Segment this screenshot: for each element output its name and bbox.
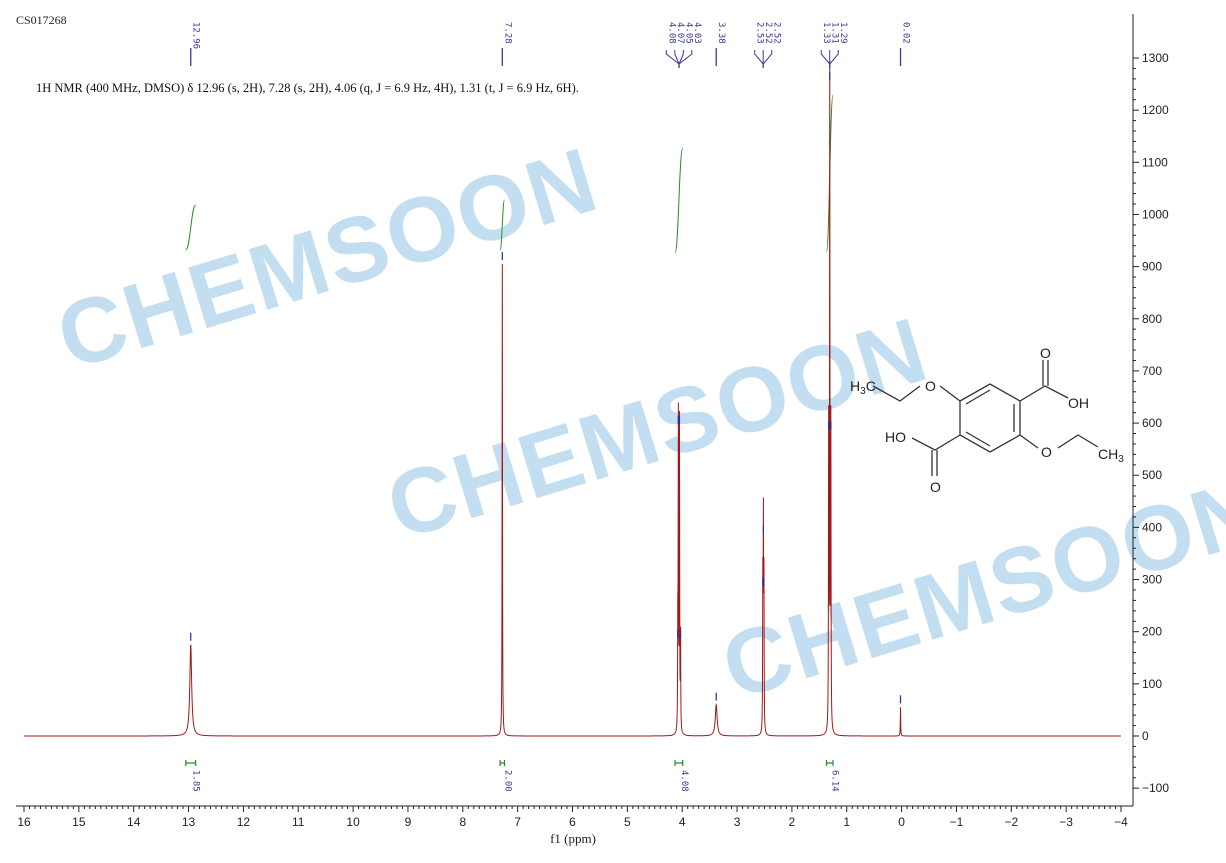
peak-label: 4.08 (666, 22, 676, 44)
x-tick-label: 5 (624, 815, 631, 829)
x-tick-label: 10 (346, 815, 360, 829)
y-tick-label: 1000 (1142, 207, 1169, 221)
peak-label: 7.28 (502, 22, 512, 44)
y-tick-label: 1300 (1142, 51, 1169, 65)
integral-value: 4.08 (679, 770, 689, 792)
integral-bracket (825, 760, 834, 766)
mol-oh: OH (1068, 395, 1089, 411)
ether-bond-top (939, 385, 961, 402)
y-tick-label: 500 (1142, 468, 1162, 482)
y-tick-label: 900 (1142, 260, 1162, 274)
integral-curve (674, 147, 684, 254)
y-tick-label: 200 (1142, 625, 1162, 639)
peak-label: 4.05 (683, 22, 693, 44)
y-tick-label: 1200 (1142, 103, 1169, 117)
mol-o: O (925, 378, 936, 394)
peak-label: 12.96 (191, 22, 201, 49)
carboxyl-bond-bottom (911, 434, 961, 451)
mol-ho: HO (885, 429, 906, 445)
x-tick-label: 3 (734, 815, 741, 829)
y-tick-label: 700 (1142, 364, 1162, 378)
mol-h3c: H3C (850, 378, 876, 397)
y-tick-label: 800 (1142, 312, 1162, 326)
integral-curve (185, 204, 197, 251)
spectrum-line (24, 60, 1121, 737)
peak-label-connector (820, 50, 831, 65)
x-tick-label: 8 (459, 815, 466, 829)
x-tick-label: −2 (1004, 815, 1018, 829)
peak-label: 1.29 (838, 22, 848, 44)
x-tick-label: 12 (237, 815, 251, 829)
peak-label-connector (665, 50, 680, 65)
x-axis-label: f1 (ppm) (550, 831, 596, 846)
x-tick-label: −4 (1114, 815, 1128, 829)
x-tick-label: −1 (950, 815, 964, 829)
x-tick-label: 11 (292, 815, 305, 829)
x-tick-label: 2 (789, 815, 796, 829)
ether-bond-bottom (1019, 434, 1039, 449)
peak-label-connector (678, 50, 684, 65)
x-tick-label: 15 (72, 815, 86, 829)
x-tick-label: 4 (679, 815, 686, 829)
ring-double-bond (965, 389, 991, 405)
integral-value: 2.00 (502, 770, 512, 792)
y-tick-label: 1100 (1142, 155, 1168, 169)
peak-label: 2.52 (772, 22, 782, 44)
x-tick-label: 7 (514, 815, 521, 829)
carboxyl-bond-top (1019, 385, 1069, 402)
ethyl-bond-top (872, 385, 921, 402)
peak-label-connector (674, 50, 680, 65)
peak-label-connector (754, 50, 764, 65)
x-tick-label: 0 (898, 815, 905, 829)
x-tick-label: 16 (17, 815, 31, 829)
y-tick-label: 300 (1142, 573, 1162, 587)
peak-label: 4.07 (675, 22, 685, 44)
peak-label: 2.52 (763, 22, 773, 44)
integral-value: 6.14 (830, 770, 840, 792)
nmr-description: 1H NMR (400 MHz, DMSO) δ 12.96 (s, 2H), … (36, 81, 579, 95)
peak-label-connector (829, 50, 839, 65)
mol-ch3: CH3 (1098, 446, 1124, 465)
integral-curve (499, 199, 505, 251)
integral-bracket (499, 760, 506, 766)
peak-label: 3.38 (716, 22, 726, 44)
y-tick-label: 100 (1142, 677, 1162, 691)
y-tick-label: 600 (1142, 416, 1162, 430)
axes: 16 15 14 13 12 11 10 9 8 7 6 5 4 3 2 1 0 −1 −2 −3 −4f1 (ppm)… (16, 14, 1169, 846)
ring-double-bond (965, 431, 991, 447)
y-tick-label: 400 (1142, 520, 1162, 534)
watermark-text: CHEMSOON (376, 298, 939, 559)
peak-label: 1.33 (821, 22, 831, 44)
x-tick-label: −3 (1059, 815, 1073, 829)
peak-label: 0.02 (901, 22, 911, 44)
mol-carbonyl-o: O (930, 479, 941, 495)
ethyl-bond-bottom (1057, 434, 1099, 449)
benzene-ring (959, 383, 1021, 453)
integral-value: 1.85 (191, 770, 201, 792)
integral-bracket (674, 760, 684, 766)
sample-id: CS017268 (16, 13, 67, 27)
integral-bracket (185, 760, 197, 766)
molecule-structure (872, 360, 1099, 476)
peak-label-connector (762, 50, 773, 65)
peak-label: 2.53 (755, 22, 765, 44)
y-tick-label: −100 (1142, 781, 1169, 795)
peak-labels: 12.96 7.28 4.084.074.054.03 3.38 2.532.522.5… (190, 22, 911, 704)
x-tick-label: 14 (127, 815, 141, 829)
peak-label-connector (678, 50, 693, 65)
x-tick-label: 1 (843, 815, 850, 829)
mol-carbonyl-o: O (1040, 345, 1051, 361)
mol-o: O (1041, 444, 1052, 460)
watermark-text: CHEMSOON (46, 128, 609, 389)
peak-label: 4.03 (692, 22, 702, 44)
peak-label: 1.31 (830, 22, 840, 44)
x-tick-label: 13 (182, 815, 196, 829)
x-tick-label: 9 (405, 815, 412, 829)
y-tick-label: 0 (1142, 729, 1149, 743)
x-tick-label: 6 (569, 815, 576, 829)
